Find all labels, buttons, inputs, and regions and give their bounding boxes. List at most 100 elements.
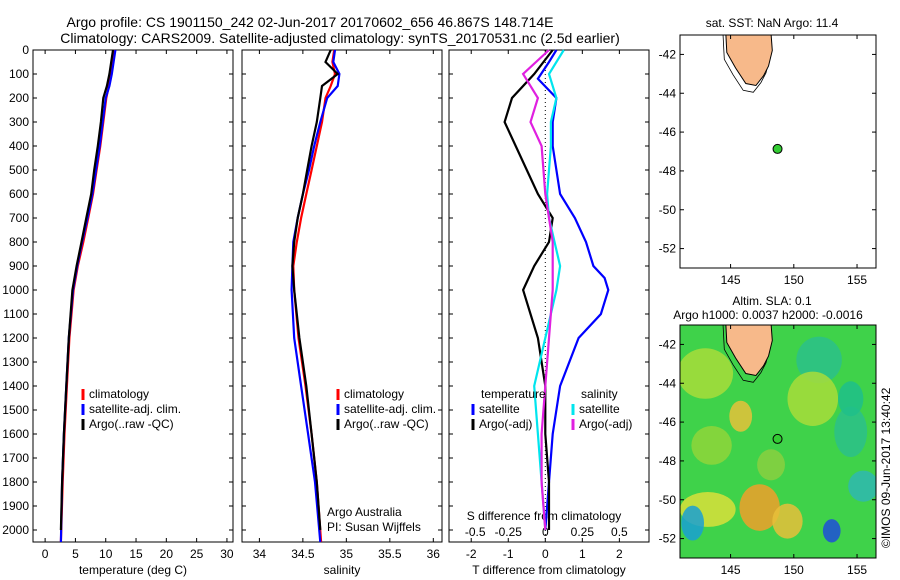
y-tick-label: -52 <box>659 242 677 256</box>
heat-blob <box>757 449 785 481</box>
land-tasmania <box>725 325 773 377</box>
x-tick-label: 34 <box>253 547 267 561</box>
heat-blob <box>739 484 780 531</box>
legend-label: satellite <box>579 402 620 416</box>
legend-label: Argo(-adj) <box>579 417 632 431</box>
top-tick-label: -0.25 <box>495 525 523 539</box>
top-tick-label: -0.5 <box>465 525 486 539</box>
legend-label: satellite <box>479 402 520 416</box>
chart-title-line2: Climatology: CARS2009. Satellite-adjuste… <box>60 30 620 46</box>
x-tick-label: 10 <box>99 547 113 561</box>
y-tick-label: 300 <box>9 115 29 129</box>
y-tick-label: -46 <box>659 415 677 429</box>
y-tick-label: 500 <box>9 163 29 177</box>
map-subtitle: Argo h1000: 0.0037 h2000: -0.0016 <box>673 308 863 322</box>
heat-blob <box>681 505 705 541</box>
difference-panel: -2 -1 0 1 2 T difference from climatology -0.5… <box>448 49 650 577</box>
plot-frame <box>241 49 443 543</box>
y-tick-label: 700 <box>9 211 29 225</box>
x-tick-label: 150 <box>784 273 804 287</box>
map-frame <box>679 34 877 269</box>
map-title: sat. SST: NaN Argo: 11.4 <box>706 16 839 30</box>
land-tasmania <box>725 35 773 87</box>
y-tick-label: -42 <box>659 337 677 351</box>
heat-blob <box>848 470 876 502</box>
legend-label: satellite-adj. clim. <box>89 402 181 416</box>
y-tick-label: 1900 <box>2 499 29 513</box>
x-tick-label: 145 <box>721 563 741 577</box>
top-tick-label: 0.5 <box>611 525 628 539</box>
map-frame <box>679 324 877 559</box>
x-tick-label: 0 <box>42 547 49 561</box>
heat-blob <box>680 348 734 399</box>
sla-map-panel: -42 -44 -46 -48 -50 -52 145 150 155 Altim. SLA: 0… <box>659 294 877 577</box>
plot-frame <box>32 49 234 543</box>
chart-title-line1: Argo profile: CS 1901150_242 02-Jun-2017… <box>66 14 554 30</box>
y-tick-label: 1300 <box>2 355 29 369</box>
heat-blob <box>838 381 864 417</box>
heat-blob <box>787 371 839 426</box>
temperature-panel: 0100200300400500600700800900100011001200… <box>2 43 234 577</box>
plot-frame <box>448 49 650 543</box>
y-tick-label: 1700 <box>2 451 29 465</box>
x-tick-label: 20 <box>160 547 174 561</box>
x-tick-label: 35.5 <box>378 547 402 561</box>
series-line <box>59 49 115 531</box>
x-tick-label: 155 <box>847 273 867 287</box>
y-tick-label: -50 <box>659 493 677 507</box>
y-tick-label: 1400 <box>2 379 29 393</box>
y-tick-label: -52 <box>659 532 677 546</box>
heat-blob <box>834 406 868 458</box>
sst-map-panel: -42 -44 -46 -48 -50 -52 145 150 155 sat. SST: NaN… <box>659 16 877 287</box>
imos-credit: ©IMOS 09-Jun-2017 13:40:42 <box>879 387 893 548</box>
float-position-marker <box>772 143 783 154</box>
y-tick-label: 1800 <box>2 475 29 489</box>
y-tick-label: 1100 <box>3 307 29 321</box>
map-title: Altim. SLA: 0.1 <box>732 294 812 308</box>
annotation-text: PI: Susan Wijffels <box>327 520 421 534</box>
x-tick-label: -2 <box>466 547 477 561</box>
x-axis-label: T difference from climatology <box>472 563 626 577</box>
y-tick-label: 900 <box>9 259 29 273</box>
top-tick-label: 0.25 <box>571 525 595 539</box>
y-tick-label: -42 <box>659 47 677 61</box>
legend-label: climatology <box>89 387 149 401</box>
y-tick-label: 100 <box>9 67 29 81</box>
y-tick-label: 2000 <box>2 523 29 537</box>
x-axis-label: temperature (deg C) <box>79 563 187 577</box>
y-tick-label: 400 <box>9 139 29 153</box>
x-tick-label: 15 <box>129 547 143 561</box>
heat-blob <box>796 336 842 384</box>
y-tick-label: -44 <box>659 376 677 390</box>
x-tick-label: 34.5 <box>291 547 315 561</box>
x-tick-label: 25 <box>190 547 204 561</box>
series-line <box>521 49 554 531</box>
x-tick-label: 145 <box>721 273 741 287</box>
x-tick-label: 2 <box>616 547 623 561</box>
x-tick-label: -1 <box>503 547 514 561</box>
x-tick-label: 5 <box>72 547 79 561</box>
heat-blob <box>729 400 753 432</box>
heat-blob <box>822 519 841 543</box>
y-tick-label: 0 <box>22 43 29 57</box>
float-position-marker <box>772 433 783 444</box>
x-tick-label: 36 <box>427 547 441 561</box>
y-tick-label: -50 <box>659 203 677 217</box>
y-tick-label: 600 <box>9 187 29 201</box>
legend-title: temperature <box>481 387 546 401</box>
x-axis-label: salinity <box>324 563 361 577</box>
legend-label: satellite-adj. clim. <box>344 402 436 416</box>
legend-label: Argo(-adj) <box>479 417 532 431</box>
legend-label: climatology <box>344 387 404 401</box>
x-tick-label: 30 <box>220 547 234 561</box>
heat-blob <box>772 503 803 539</box>
legend-title: salinity <box>581 387 618 401</box>
legend-label: Argo(..raw -QC) <box>344 417 429 431</box>
y-tick-label: 800 <box>9 235 29 249</box>
y-tick-label: 1000 <box>2 283 29 297</box>
x-tick-label: 155 <box>847 563 867 577</box>
y-tick-label: -48 <box>659 454 677 468</box>
y-tick-label: -48 <box>659 164 677 178</box>
x-tick-label: 150 <box>784 563 804 577</box>
